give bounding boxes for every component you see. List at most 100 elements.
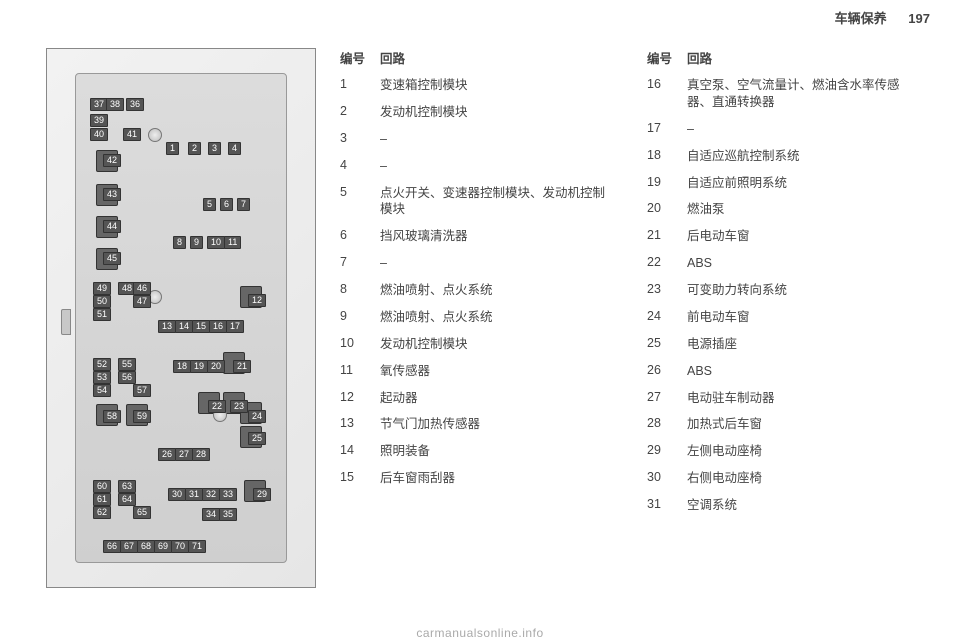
table-row: 7– <box>340 255 607 272</box>
fuse-label: 46 <box>133 282 151 295</box>
fuse-label: 61 <box>93 493 111 506</box>
table-columns: 编号 回路 1变速箱控制模块2发动机控制模块3–4–5点火开关、变速器控制模块、… <box>340 48 914 630</box>
table-row: 31空调系统 <box>647 497 914 514</box>
row-number: 23 <box>647 282 687 296</box>
fuse-label: 11 <box>224 236 241 249</box>
row-description: 可变助力转向系统 <box>687 282 914 299</box>
table-row: 18自适应巡航控制系统 <box>647 148 914 165</box>
fuse-label: 36 <box>126 98 144 111</box>
table-row: 16真空泵、空气流量计、燃油含水率传感器、直通转换器 <box>647 77 914 111</box>
fuse-label: 39 <box>90 114 108 127</box>
fuse-label: 63 <box>118 480 136 493</box>
fuse-label: 29 <box>253 488 271 501</box>
row-number: 14 <box>340 443 380 457</box>
table-row: 1变速箱控制模块 <box>340 77 607 94</box>
row-number: 19 <box>647 175 687 189</box>
fuse-label: 45 <box>103 252 121 265</box>
fuse-label: 55 <box>118 358 136 371</box>
row-description: 前电动车窗 <box>687 309 914 326</box>
fuse-label: 50 <box>93 295 111 308</box>
column-2-rows: 16真空泵、空气流量计、燃油含水率传感器、直通转换器17–18自适应巡航控制系统… <box>647 77 914 514</box>
fuse-label: 38 <box>106 98 124 111</box>
fuse-label: 35 <box>219 508 237 521</box>
row-number: 29 <box>647 443 687 457</box>
col-header-circuit: 回路 <box>687 48 914 67</box>
fuse-label: 28 <box>192 448 210 461</box>
table-row: 26ABS <box>647 363 914 380</box>
row-number: 11 <box>340 363 380 377</box>
fuse-label: 43 <box>103 188 121 201</box>
fuse-label: 67 <box>120 540 138 553</box>
table-row: 12起动器 <box>340 390 607 407</box>
fuse-label: 19 <box>190 360 208 373</box>
row-description: 加热式后车窗 <box>687 416 914 433</box>
table-row: 8燃油喷射、点火系统 <box>340 282 607 299</box>
row-description: 后车窗雨刮器 <box>380 470 607 487</box>
row-description: ABS <box>687 363 914 380</box>
row-number: 31 <box>647 497 687 511</box>
col-header-circuit: 回路 <box>380 48 607 67</box>
row-number: 9 <box>340 309 380 323</box>
table-row: 30右侧电动座椅 <box>647 470 914 487</box>
column-2-header: 编号 回路 <box>647 48 914 67</box>
row-description: 电源插座 <box>687 336 914 353</box>
table-row: 14照明装备 <box>340 443 607 460</box>
row-description: 变速箱控制模块 <box>380 77 607 94</box>
row-number: 17 <box>647 121 687 135</box>
table-row: 20燃油泵 <box>647 201 914 218</box>
table-row: 21后电动车窗 <box>647 228 914 245</box>
row-number: 2 <box>340 104 380 118</box>
row-number: 8 <box>340 282 380 296</box>
diagram-nub <box>61 309 71 335</box>
fuse-label: 44 <box>103 220 121 233</box>
row-description: 发动机控制模块 <box>380 336 607 353</box>
col-header-num: 编号 <box>340 48 380 67</box>
row-description: 自适应前照明系统 <box>687 175 914 192</box>
row-number: 20 <box>647 201 687 215</box>
table-row: 25电源插座 <box>647 336 914 353</box>
fuse-label: 21 <box>233 360 251 373</box>
page-header: 车辆保养 197 <box>835 8 930 27</box>
fuse-label: 7 <box>237 198 250 211</box>
table-row: 22ABS <box>647 255 914 272</box>
column-1-rows: 1变速箱控制模块2发动机控制模块3–4–5点火开关、变速器控制模块、发动机控制模… <box>340 77 607 487</box>
fuse-label: 65 <box>133 506 151 519</box>
row-description: 燃油泵 <box>687 201 914 218</box>
fuse-label: 32 <box>202 488 220 501</box>
fuse-label: 1 <box>166 142 179 155</box>
fuse-label: 12 <box>248 294 266 307</box>
row-number: 22 <box>647 255 687 269</box>
table-row: 24前电动车窗 <box>647 309 914 326</box>
fuse-label: 60 <box>93 480 111 493</box>
fuse-label: 62 <box>93 506 111 519</box>
row-number: 18 <box>647 148 687 162</box>
fuse-label: 5 <box>203 198 216 211</box>
row-description: 右侧电动座椅 <box>687 470 914 487</box>
fuse-label: 66 <box>103 540 121 553</box>
row-description: – <box>687 121 914 138</box>
column-1-header: 编号 回路 <box>340 48 607 67</box>
row-description: 自适应巡航控制系统 <box>687 148 914 165</box>
fuse-label: 31 <box>185 488 203 501</box>
table-row: 27电动驻车制动器 <box>647 390 914 407</box>
row-number: 16 <box>647 77 687 91</box>
page-content: 3738363940414212344356744891011454950514… <box>46 48 914 630</box>
row-description: 燃油喷射、点火系统 <box>380 309 607 326</box>
row-description: 左侧电动座椅 <box>687 443 914 460</box>
fusebox-body: 3738363940414212344356744891011454950514… <box>75 73 287 563</box>
fuse-label: 8 <box>173 236 186 249</box>
row-description: 发动机控制模块 <box>380 104 607 121</box>
col-header-num: 编号 <box>647 48 687 67</box>
row-number: 25 <box>647 336 687 350</box>
table-row: 5点火开关、变速器控制模块、发动机控制模块 <box>340 185 607 219</box>
table-row: 29左侧电动座椅 <box>647 443 914 460</box>
fuse-label: 59 <box>133 410 151 423</box>
fuse-label: 24 <box>248 410 266 423</box>
fuse-label: 34 <box>202 508 220 521</box>
fuse-label: 4 <box>228 142 241 155</box>
table-row: 28加热式后车窗 <box>647 416 914 433</box>
row-description: 燃油喷射、点火系统 <box>380 282 607 299</box>
table-row: 17– <box>647 121 914 138</box>
row-description: 点火开关、变速器控制模块、发动机控制模块 <box>380 185 607 219</box>
fuse-label: 49 <box>93 282 111 295</box>
